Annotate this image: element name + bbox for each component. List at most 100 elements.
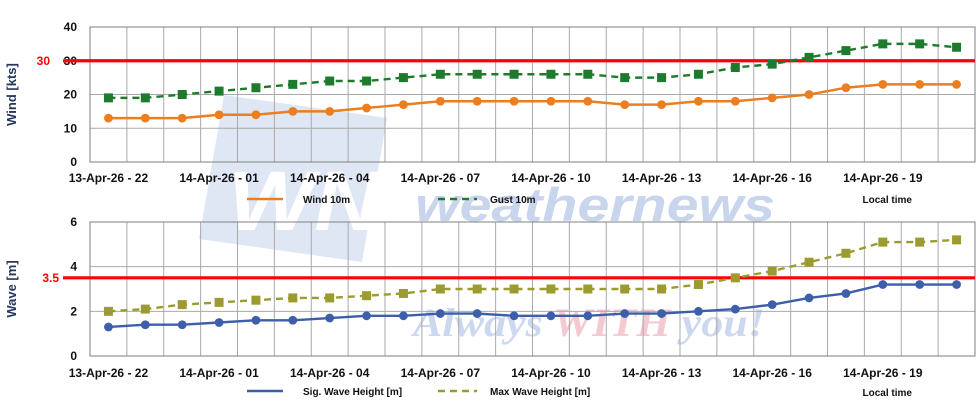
plot-border [89,221,976,357]
data-point-square [915,237,925,247]
data-point-circle [952,280,961,289]
data-point-square [657,284,667,294]
series-line [108,283,957,329]
y-tick-label: 0 [70,349,77,363]
data-point-square [325,293,335,303]
x-tick-label: 14-Apr-26 - 04 [290,366,370,380]
data-point-square [435,69,445,79]
series-gust-10m [103,39,962,103]
data-point-circle [878,79,888,89]
y-tick-label: 2 [70,304,77,318]
x-tick-label: 14-Apr-26 - 16 [733,366,813,380]
data-point-circle [767,300,777,310]
x-tick-label: 13-Apr-26 - 22 [69,171,149,185]
data-point-circle [177,320,187,330]
data-point-circle [915,280,925,289]
data-point-square [730,63,740,72]
series-line [108,83,957,120]
data-point-circle [104,113,113,123]
brand-slogan-part: Always [410,300,553,345]
data-point-square [509,69,519,79]
data-point-square [546,69,556,79]
data-point-square [841,46,851,56]
y-axis-title: Wind [kts] [4,63,19,126]
data-point-square [620,284,630,294]
y-tick-label: 20 [64,88,78,102]
threshold-label: 3.5 [42,271,59,285]
data-point-circle [325,106,335,116]
y-tick-label: 0 [70,155,77,169]
x-tick-label: 14-Apr-26 - 01 [179,366,259,380]
x-tick-label: 14-Apr-26 - 01 [179,171,259,185]
data-point-circle [435,96,445,106]
data-point-circle [177,113,187,123]
data-point-square [878,39,888,49]
data-point-square [288,79,298,89]
data-point-square [952,235,962,245]
data-point-square [804,257,814,267]
data-point-square [177,300,187,310]
data-point-square [140,304,150,314]
data-point-circle [620,100,630,110]
data-point-square [288,293,298,303]
data-point-circle [620,309,630,318]
legend-label: Wind 10m [303,195,350,206]
data-point-circle [251,110,261,120]
brand-slogan: Always WITH you! [410,300,765,345]
series-sig-wave-height-m- [104,280,961,332]
data-point-circle [878,280,888,289]
data-point-square [767,266,777,276]
data-point-circle [251,315,261,325]
data-point-square [767,59,777,69]
data-point-circle [841,289,851,298]
data-point-circle [767,93,777,103]
legend-label: Max Wave Height [m] [490,387,590,398]
data-point-circle [583,311,593,321]
data-point-circle [288,315,298,325]
x-tick-label: 14-Apr-26 - 07 [401,366,481,380]
x-tick-label: 14-Apr-26 - 04 [290,171,370,185]
data-point-square [177,90,187,99]
data-point-circle [694,306,703,316]
data-point-circle [509,96,519,106]
data-point-circle [546,311,556,321]
data-point-square [804,52,814,62]
data-point-square [878,237,888,247]
wind-chart: 0 10 20 30 40 13-Apr-26 - 22 14-Apr-26 - 01 14-… [4,20,976,206]
plot-border [89,26,976,163]
data-point-circle [140,320,150,330]
data-point-square [140,93,150,103]
data-point-circle [472,309,482,318]
wave-chart: 0 2 4 6 13-Apr-26 - 22 14-Apr-26 - 01 14-Apr-2… [4,215,976,399]
y-tick-label: 6 [70,215,77,229]
x-axis-note: Local time [863,388,913,399]
data-point-circle [362,311,371,321]
data-point-square [546,284,556,294]
data-point-square [583,284,593,294]
data-point-circle [214,318,224,327]
data-point-square [693,69,703,79]
series-max-wave-height-m- [103,235,962,316]
legend-label: Gust 10m [490,195,536,206]
series-line [108,42,957,100]
brand-logo-banner [199,95,387,262]
data-point-circle [325,313,335,323]
x-axis-note: Local time [863,195,913,206]
data-point-square [841,248,851,258]
x-tick-label: 14-Apr-26 - 13 [622,366,702,380]
data-point-square [693,280,703,290]
brand-slogan-part: WITH [553,300,673,345]
data-point-square [509,284,519,294]
data-point-circle [657,100,666,110]
y-tick-label: 10 [64,121,78,135]
data-point-circle [509,311,519,321]
data-point-square [915,39,925,49]
threshold-label: 30 [37,54,51,68]
x-tick-label: 14-Apr-26 - 16 [733,171,813,185]
data-point-square [103,93,113,103]
data-point-circle [399,311,408,321]
y-tick-label: 40 [64,20,78,34]
data-point-circle [694,96,703,106]
